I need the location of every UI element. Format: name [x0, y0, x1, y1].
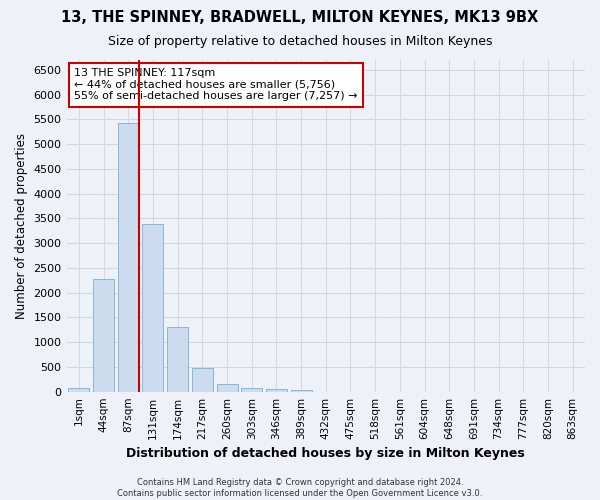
Text: 13 THE SPINNEY: 117sqm
← 44% of detached houses are smaller (5,756)
55% of semi-: 13 THE SPINNEY: 117sqm ← 44% of detached…	[74, 68, 358, 102]
Text: Contains HM Land Registry data © Crown copyright and database right 2024.
Contai: Contains HM Land Registry data © Crown c…	[118, 478, 482, 498]
Text: 13, THE SPINNEY, BRADWELL, MILTON KEYNES, MK13 9BX: 13, THE SPINNEY, BRADWELL, MILTON KEYNES…	[61, 10, 539, 25]
Bar	[217, 384, 238, 392]
Bar	[167, 327, 188, 392]
Bar	[142, 224, 163, 392]
Bar	[93, 279, 114, 392]
Bar	[68, 388, 89, 392]
Y-axis label: Number of detached properties: Number of detached properties	[15, 133, 28, 319]
Bar	[241, 388, 262, 392]
Text: Size of property relative to detached houses in Milton Keynes: Size of property relative to detached ho…	[108, 35, 492, 48]
Bar	[192, 368, 213, 392]
Bar	[290, 390, 311, 392]
Bar	[266, 389, 287, 392]
Bar	[118, 123, 139, 392]
X-axis label: Distribution of detached houses by size in Milton Keynes: Distribution of detached houses by size …	[127, 447, 525, 460]
